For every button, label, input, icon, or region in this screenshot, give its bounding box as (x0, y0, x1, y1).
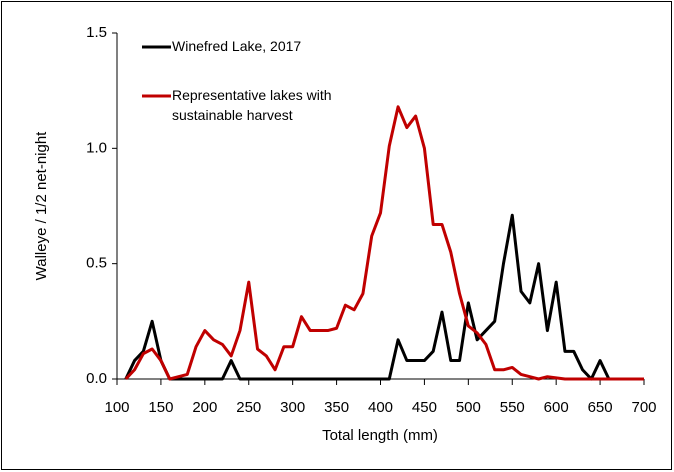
y-tick-label: 1.0 (86, 139, 107, 156)
x-tick-label: 250 (236, 399, 261, 416)
legend-entry: Representative lakes with sustainable ha… (172, 87, 332, 123)
y-tick-label: 0.5 (86, 255, 107, 272)
series-line (124, 105, 644, 381)
x-tick-label: 400 (368, 399, 393, 416)
legend-label: Representative lakes with sustainable ha… (172, 87, 332, 123)
x-tick-label: 700 (631, 399, 656, 416)
x-tick-label: 100 (104, 399, 129, 416)
legend-entry: Winefred Lake, 2017 (172, 38, 302, 54)
x-tick-label: 550 (500, 399, 525, 416)
y-axis-label: Walleye / 1/2 net-night (33, 131, 50, 281)
x-axis-label: Total length (mm) (322, 427, 438, 444)
y-tick-label: 0.0 (86, 370, 107, 387)
x-tick-label: 200 (192, 399, 217, 416)
x-tick-label: 300 (280, 399, 305, 416)
x-tick-label: 450 (412, 399, 437, 416)
y-tick-label: 1.5 (86, 24, 107, 41)
x-tick-label: 150 (148, 399, 173, 416)
series-line (124, 213, 611, 381)
x-tick-label: 650 (588, 399, 613, 416)
legend-label: Winefred Lake, 2017 (172, 38, 302, 54)
x-tick-label: 600 (544, 399, 569, 416)
x-tick-label: 500 (456, 399, 481, 416)
x-tick-label: 350 (324, 399, 349, 416)
